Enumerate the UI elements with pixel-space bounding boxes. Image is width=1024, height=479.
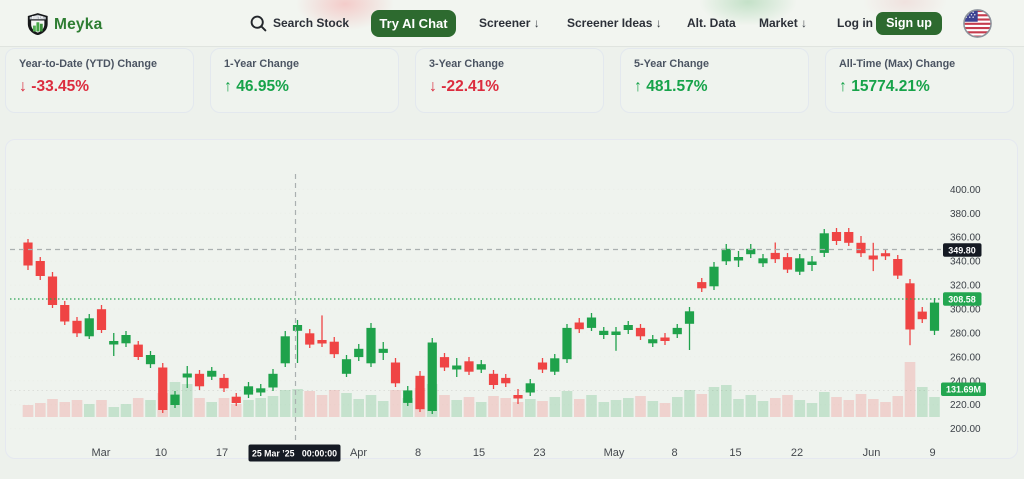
svg-text:349.80: 349.80 bbox=[948, 245, 976, 255]
svg-text:22: 22 bbox=[791, 447, 803, 459]
svg-text:360.00: 360.00 bbox=[950, 233, 981, 244]
svg-text:15: 15 bbox=[473, 447, 485, 459]
svg-text:300.00: 300.00 bbox=[950, 305, 981, 316]
svg-text:25 Mar ’25 00:00:00: 25 Mar ’25 00:00:00 bbox=[252, 448, 337, 458]
svg-text:260.00: 260.00 bbox=[950, 352, 981, 363]
svg-text:340.00: 340.00 bbox=[950, 257, 981, 268]
svg-text:Mar: Mar bbox=[92, 447, 111, 459]
svg-text:17: 17 bbox=[216, 447, 228, 459]
svg-text:8: 8 bbox=[415, 447, 421, 459]
svg-text:Jun: Jun bbox=[863, 447, 881, 459]
svg-text:15: 15 bbox=[729, 447, 741, 459]
svg-text:May: May bbox=[604, 447, 625, 459]
svg-text:240.00: 240.00 bbox=[950, 376, 981, 387]
svg-text:380.00: 380.00 bbox=[950, 209, 981, 220]
svg-text:23: 23 bbox=[533, 447, 545, 459]
svg-text:8: 8 bbox=[671, 447, 677, 459]
svg-text:131.69M: 131.69M bbox=[946, 385, 981, 395]
svg-text:BETA: BETA bbox=[32, 15, 44, 20]
svg-text:Apr: Apr bbox=[350, 447, 367, 459]
svg-text:9: 9 bbox=[929, 447, 935, 459]
svg-text:200.00: 200.00 bbox=[950, 424, 981, 435]
svg-text:10: 10 bbox=[155, 447, 167, 459]
svg-text:400.00: 400.00 bbox=[950, 185, 981, 196]
svg-text:308.58: 308.58 bbox=[948, 295, 976, 305]
svg-text:280.00: 280.00 bbox=[950, 328, 981, 339]
svg-text:220.00: 220.00 bbox=[950, 400, 981, 411]
svg-text:320.00: 320.00 bbox=[950, 281, 981, 292]
